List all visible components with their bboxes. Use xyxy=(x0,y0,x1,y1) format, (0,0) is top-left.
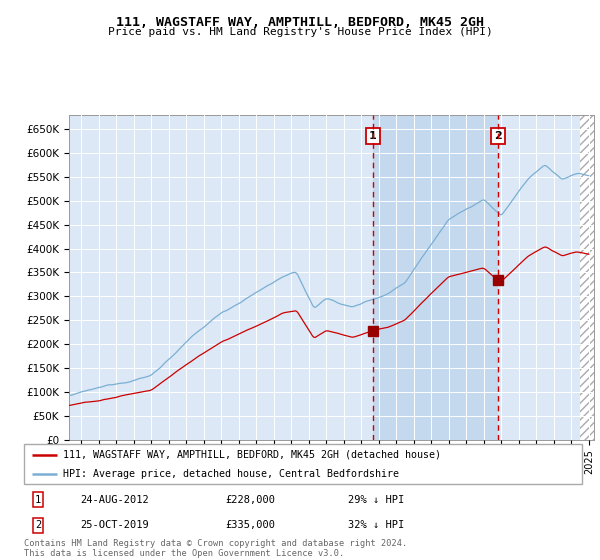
Text: 1: 1 xyxy=(368,131,376,141)
FancyBboxPatch shape xyxy=(24,444,582,484)
Text: Contains HM Land Registry data © Crown copyright and database right 2024.
This d: Contains HM Land Registry data © Crown c… xyxy=(24,539,407,558)
Text: 2: 2 xyxy=(494,131,502,141)
Text: 1: 1 xyxy=(35,494,41,505)
Text: 111, WAGSTAFF WAY, AMPTHILL, BEDFORD, MK45 2GH (detached house): 111, WAGSTAFF WAY, AMPTHILL, BEDFORD, MK… xyxy=(63,450,441,460)
Text: 111, WAGSTAFF WAY, AMPTHILL, BEDFORD, MK45 2GH: 111, WAGSTAFF WAY, AMPTHILL, BEDFORD, MK… xyxy=(116,16,484,29)
Text: 24-AUG-2012: 24-AUG-2012 xyxy=(80,494,149,505)
Text: HPI: Average price, detached house, Central Bedfordshire: HPI: Average price, detached house, Cent… xyxy=(63,469,399,478)
Bar xyxy=(580,115,594,440)
Text: £228,000: £228,000 xyxy=(225,494,275,505)
Text: £335,000: £335,000 xyxy=(225,520,275,530)
Bar xyxy=(580,115,594,440)
Text: 2: 2 xyxy=(35,520,41,530)
Text: 32% ↓ HPI: 32% ↓ HPI xyxy=(347,520,404,530)
Text: 25-OCT-2019: 25-OCT-2019 xyxy=(80,520,149,530)
Bar xyxy=(373,115,498,440)
Text: 29% ↓ HPI: 29% ↓ HPI xyxy=(347,494,404,505)
Text: Price paid vs. HM Land Registry's House Price Index (HPI): Price paid vs. HM Land Registry's House … xyxy=(107,27,493,37)
